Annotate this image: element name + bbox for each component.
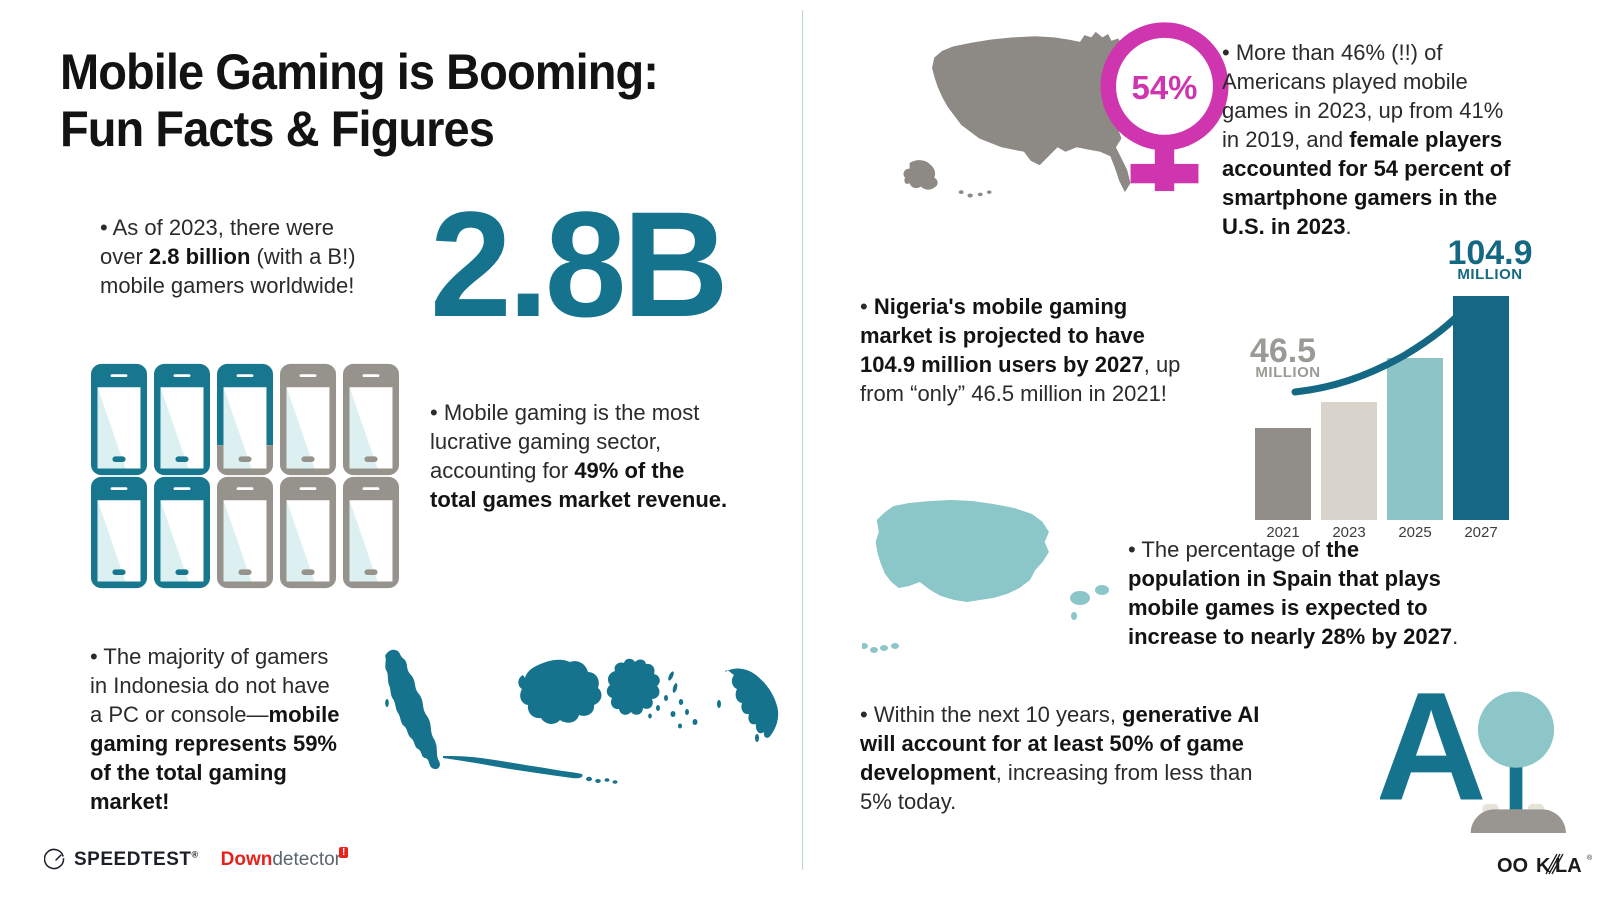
svg-text:LA: LA [1555, 855, 1582, 877]
svg-text:®: ® [1587, 854, 1593, 862]
svg-text:54%: 54% [1132, 69, 1198, 106]
svg-text:K: K [1536, 855, 1551, 877]
svg-text:A: A [1380, 668, 1487, 832]
svg-text:OO: OO [1497, 855, 1528, 877]
